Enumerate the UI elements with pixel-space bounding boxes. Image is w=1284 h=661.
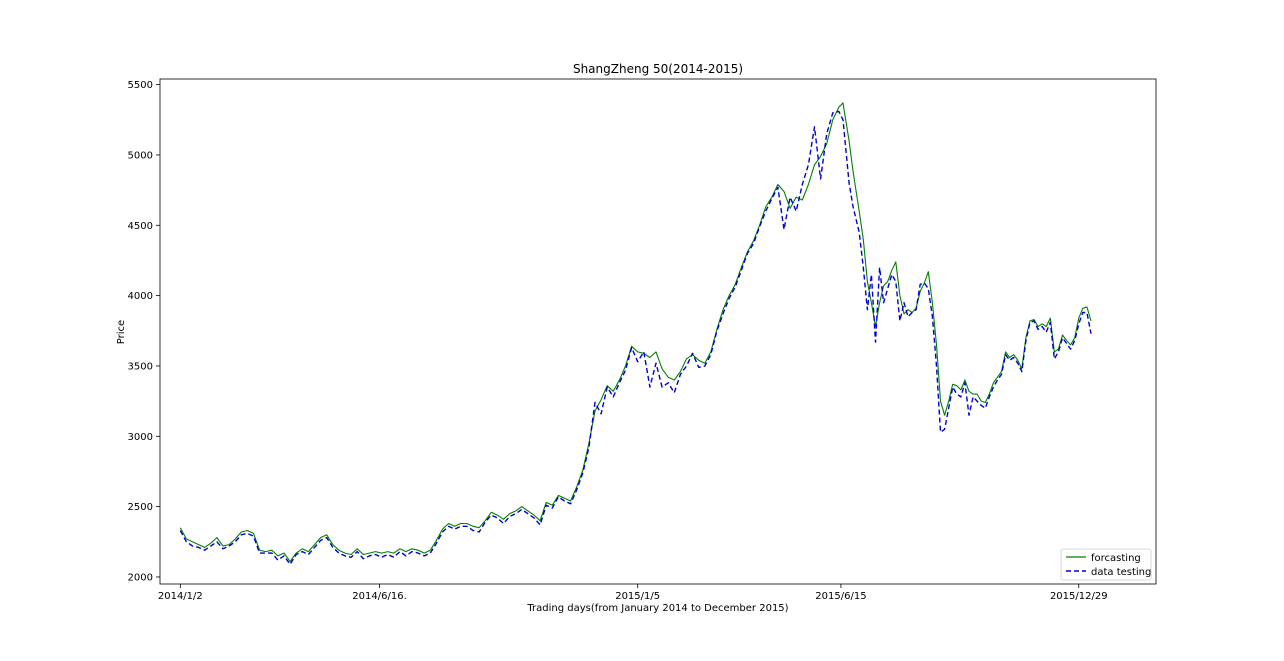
ticks-layer: 2000 2500 3000 3500 4000 4500 5000 5500 2014/1/2…: [128, 80, 1108, 602]
legend-label-forcasting: forcasting: [1091, 553, 1141, 564]
y-tick-label: 2000: [128, 572, 153, 583]
x-tick-label: 2015/12/29: [1050, 591, 1108, 602]
x-tick-label: 2014/1/2: [158, 591, 203, 602]
y-tick-label: 5500: [128, 80, 153, 91]
y-tick-label: 2500: [128, 502, 153, 513]
plot-area: [159, 78, 1157, 585]
y-tick-label: 3000: [128, 432, 153, 443]
y-tick-label: 4000: [128, 291, 153, 302]
y-tick-label: 5000: [128, 150, 153, 161]
legend-label-data-testing: data testing: [1091, 567, 1151, 578]
y-axis-label: Price: [116, 320, 127, 344]
x-tick-label: 2015/6/15: [815, 591, 866, 602]
y-tick-label: 4500: [128, 221, 153, 232]
chart-title: ShangZheng 50(2014-2015): [573, 62, 743, 76]
x-tick-label: 2014/6/16.: [352, 591, 406, 602]
series-layer: [179, 102, 1092, 565]
series-line-data-testing: [179, 110, 1092, 565]
y-tick-label: 3500: [128, 361, 153, 372]
x-tick-label: 2015/1/5: [615, 591, 660, 602]
series-line-forcasting: [179, 102, 1092, 563]
legend: forcasting data testing: [1060, 548, 1152, 581]
x-axis-label: Trading days(from January 2014 to Decemb…: [526, 603, 788, 614]
